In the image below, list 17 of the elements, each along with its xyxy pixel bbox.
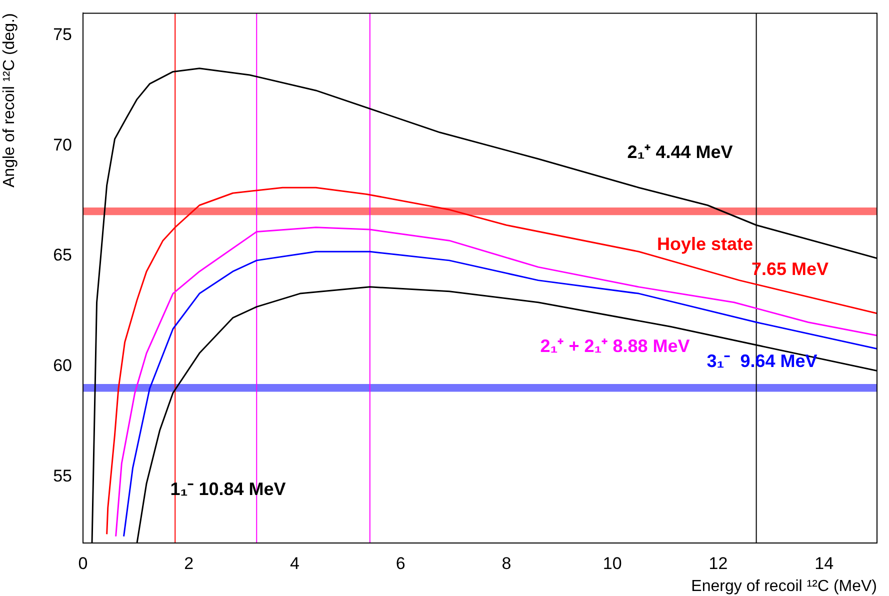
x-tick-label: 14 [814,554,834,573]
y-tick-label: 75 [53,24,72,44]
x-tick-label: 4 [290,554,300,573]
x-tick-label: 12 [708,554,728,573]
x-tick-label: 8 [502,554,512,573]
series-label: 2₁⁺ 4.44 MeV [627,142,733,162]
y-tick-label: 60 [53,356,72,376]
x-tick-label: 10 [602,554,622,573]
text: 2₁⁺ + 2₁⁺ 8.88 MeV [540,336,690,356]
y-tick-label: 65 [53,246,72,265]
x-tick-label: 6 [396,554,406,573]
x-axis-title: Energy of recoil ¹²C (MeV) [691,578,877,595]
x-tick-label: 0 [78,554,88,573]
y-axis-title: Angle of recoil ¹²C (deg.) [1,13,18,188]
x-tick-label: 2 [184,554,194,573]
y-tick-label: 55 [53,466,72,486]
y-tick-label: 70 [53,135,72,154]
